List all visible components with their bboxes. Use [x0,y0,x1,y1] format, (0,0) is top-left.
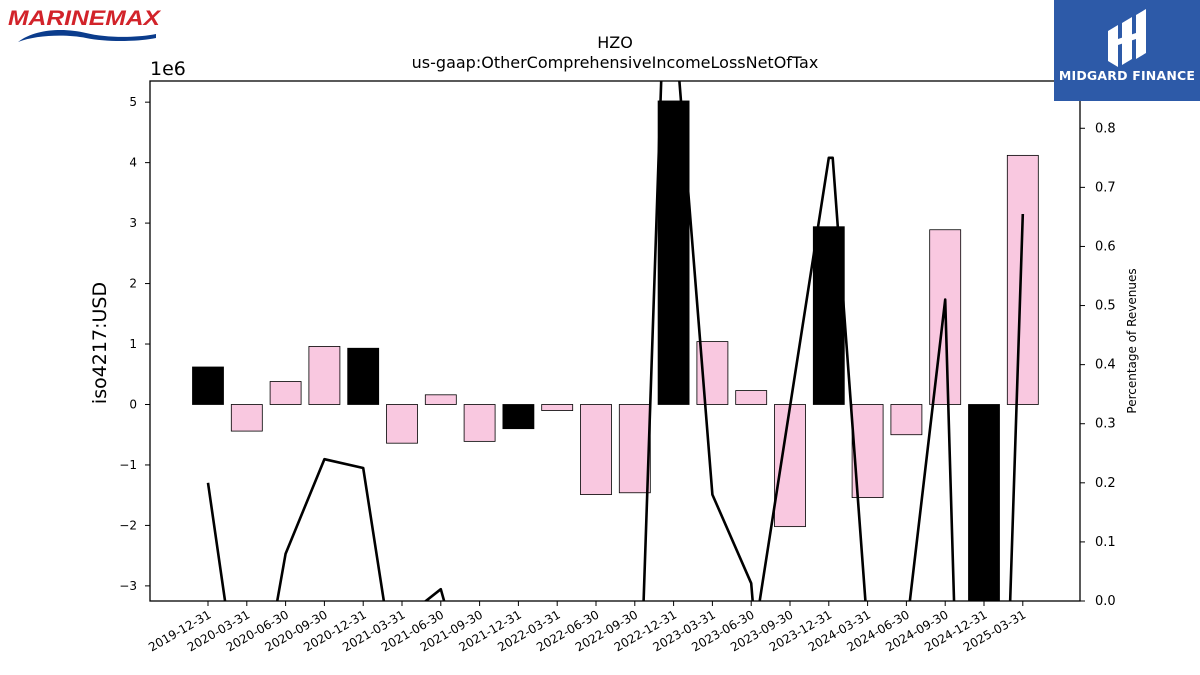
marinemax-logo: MARINEMAX [6,4,166,48]
bar-2024-12-31 [968,404,1000,601]
y-tick-label: 2 [129,277,137,291]
chart-subtitle: us-gaap:OtherComprehensiveIncomeLossNetO… [412,53,819,72]
bar-2021-06-30 [424,394,457,405]
bar-2023-06-30 [735,390,768,405]
y2-tick-label: 0.5 [1095,299,1116,314]
plot-frame [149,80,1081,602]
y2-tick-label: 0.2 [1095,476,1116,491]
y-tick-label: 1 [129,337,137,351]
y-axis-label: iso4217:USD [89,282,111,404]
y2-tick-label: 0.4 [1095,358,1116,373]
y-tick-label: −2 [119,518,137,532]
y2-tick-label: 0.3 [1095,417,1116,432]
y2-tick-label: 0.6 [1095,239,1116,254]
percentage-of-revenues-line [206,81,1025,601]
chart-title: HZO [597,33,633,52]
bar-2020-03-31 [230,404,263,432]
bar-2022-06-30 [580,404,612,495]
y2-tick-label: 0.1 [1095,535,1116,550]
bar-2020-09-30 [308,346,341,405]
y2-tick-label: 0.7 [1095,180,1116,195]
bar-2020-06-30 [269,381,302,405]
bar-2021-09-30 [463,404,496,442]
bar-2019-12-31 [192,366,224,405]
bar-2025-03-31 [1006,154,1039,405]
bar-2023-09-30 [774,404,806,528]
midgard-finance-logo: MIDGARD FINANCE [1054,0,1200,101]
svg-text:MARINEMAX: MARINEMAX [8,7,162,30]
y-tick-label: 4 [129,156,137,170]
y-tick-label: −1 [119,458,137,472]
bar-2024-06-30 [890,404,923,436]
y-tick-label: −3 [119,579,137,593]
y-tick-label: 5 [129,95,137,109]
y-tick-label: 0 [129,397,137,411]
y2-tick-label: 0.0 [1095,594,1116,609]
bar-2022-09-30 [618,404,651,494]
y-offset-label: 1e6 [150,58,186,80]
bar-2020-12-31 [347,347,380,405]
bar-2022-03-31 [541,404,574,411]
y-tick-label: 3 [129,216,137,230]
y2-axis-label: Percentage of Revenues [1125,268,1139,413]
midgard-mark-icon [1108,9,1146,67]
midgard-finance-name: MIDGARD FINANCE [1058,68,1196,83]
bar-2021-03-31 [386,404,418,444]
bar-2021-12-31 [502,404,535,430]
y2-tick-label: 0.8 [1095,121,1116,136]
